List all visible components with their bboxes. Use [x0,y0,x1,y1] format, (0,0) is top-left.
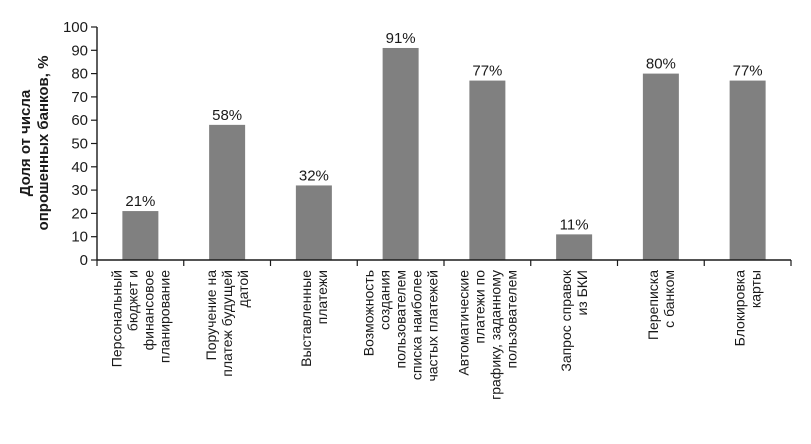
category-label-line: пользователем [503,270,519,369]
bar-value-label: 77% [472,63,502,80]
y-tick-label: 40 [71,159,88,176]
bar-value-label: 32% [299,167,329,184]
category-label-line: с банком [661,270,677,328]
category-label: Выставленные платежи [298,270,330,367]
category-label-line: Выставленные [298,270,314,367]
category-label-line: графику, заданному [487,270,503,400]
category-label-line: планирование [156,270,172,363]
axes [96,27,792,266]
y-tick-label: 90 [71,42,88,59]
category-label: Запрос справок из БКИ [558,269,590,372]
category-label-line: Блокировка [732,270,748,347]
category-labels: Персональный бюджет и финансовое планирован… [108,269,763,400]
category-label-line: Поручение на [203,270,219,361]
y-tick-label: 10 [71,229,88,246]
y-tick-label: 0 [80,252,88,269]
category-label-line: пользователем [393,270,409,369]
category-label-line: платеж будущей [219,270,235,377]
category-label: Поручение на платеж будущей датой [203,270,251,377]
category-label-line: Переписка [645,270,661,340]
bar [295,185,332,260]
bar-value-label: 80% [646,56,676,73]
category-label-line: карты [748,270,764,308]
category-label-line: списка наиболее [409,270,425,380]
category-label-line: из БКИ [574,270,590,316]
y-tick-label: 70 [71,89,88,106]
y-axis-title-line: Доля от числа [17,89,34,196]
category-label: Переписка с банком [645,270,677,340]
bars [122,47,766,260]
category-label: Автоматические платежи по графику, заданно… [455,270,519,400]
category-label-line: платежи по [471,270,487,344]
bar [729,80,766,260]
category-label: Блокировка карты [732,270,764,347]
bar-value-label: 91% [386,30,416,47]
category-label-line: Персональный [108,270,124,367]
bar-value-label: 77% [733,63,763,80]
category-label: Возможность создания пользователем списка н… [361,270,441,382]
y-tick-label: 50 [71,136,88,153]
bar [556,234,593,260]
y-tick-label: 60 [71,112,88,129]
data-labels: 21% 58% 32% 91% 77% 11% 80% 77% [125,30,762,233]
y-axis-title-line: опрошенных банков, % [35,56,52,231]
y-tick-label: 100 [63,19,88,36]
category-label-line: датой [235,270,251,308]
bar-value-label: 11% [560,216,589,233]
category-label-line: Автоматические [455,270,471,376]
y-tick-label: 80 [71,66,88,83]
y-tick-label: 20 [71,205,88,222]
bar [209,124,246,260]
category-label-line: частых платежей [425,270,441,382]
category-label-line: создания [377,270,393,330]
y-tick-label: 30 [71,182,88,199]
category-label-line: Возможность [361,270,377,356]
bar-value-label: 58% [212,107,242,124]
category-label-line: Запрос справок [558,269,574,372]
bar [382,47,419,260]
category-label: Персональный бюджет и финансовое планирован… [108,270,172,367]
category-label-line: платежи [314,270,330,324]
y-axis-ticks: 0 10 20 30 40 50 60 70 80 90 100 [63,19,97,269]
bar-value-label: 21% [125,193,155,210]
bar [469,80,506,260]
bar [642,73,679,260]
category-label-line: финансовое [140,270,156,351]
category-label-line: бюджет и [124,270,140,331]
y-axis-title: Доля от числа опрошенных банков, % [17,56,52,231]
bar [122,211,159,260]
